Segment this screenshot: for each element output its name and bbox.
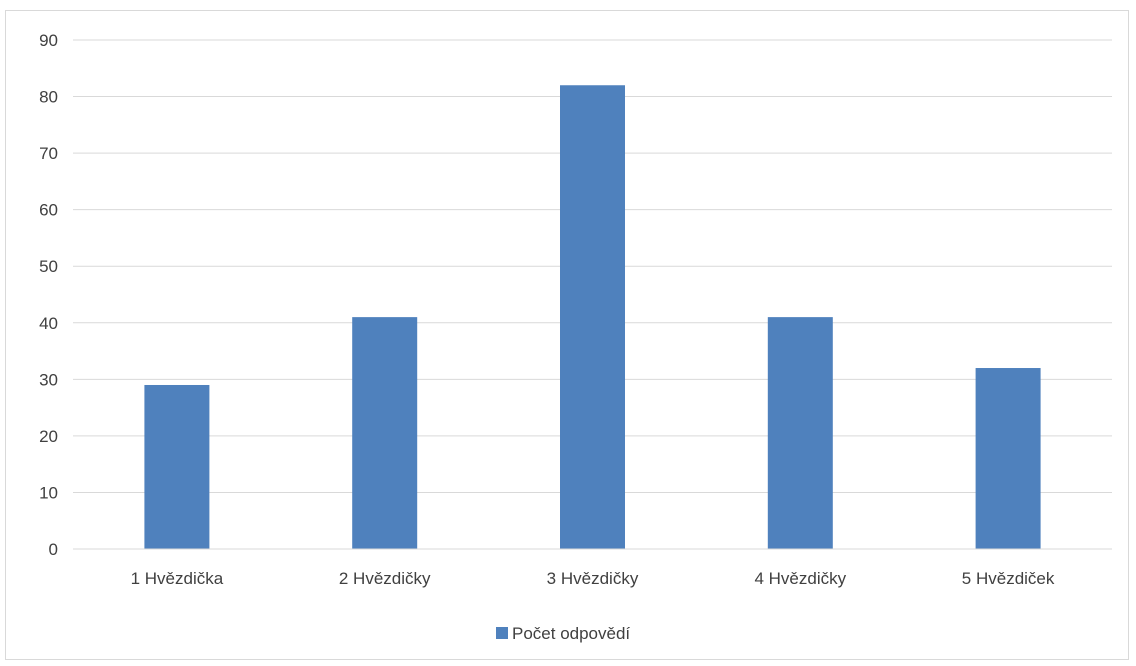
y-tick-label: 10 [39,483,58,502]
bar [975,368,1041,549]
bars [144,85,1041,549]
y-axis-ticks: 0 10 20 30 40 50 60 70 80 90 [39,31,58,559]
x-tick-label: 3 Hvězdičky [547,569,639,588]
y-tick-label: 60 [39,201,58,220]
x-tick-label: 5 Hvězdiček [962,569,1055,588]
y-tick-label: 0 [49,540,58,559]
bar [352,317,418,549]
legend-label: Počet odpovědí [512,624,630,643]
x-tick-label: 1 Hvězdička [131,569,224,588]
y-tick-label: 90 [39,31,58,50]
y-tick-label: 50 [39,257,58,276]
bar [144,384,210,549]
y-tick-label: 20 [39,427,58,446]
y-tick-label: 80 [39,88,58,107]
y-tick-label: 40 [39,314,58,333]
y-tick-label: 70 [39,144,58,163]
bar [560,85,625,549]
legend-swatch [496,627,508,639]
y-tick-label: 30 [39,370,58,389]
x-tick-label: 2 Hvězdičky [339,569,431,588]
x-tick-label: 4 Hvězdičky [754,569,846,588]
bar [767,317,833,549]
legend: Počet odpovědí [496,624,630,643]
x-axis-ticks: 1 Hvězdička 2 Hvězdičky 3 Hvězdičky 4 Hvězd… [131,569,1055,588]
